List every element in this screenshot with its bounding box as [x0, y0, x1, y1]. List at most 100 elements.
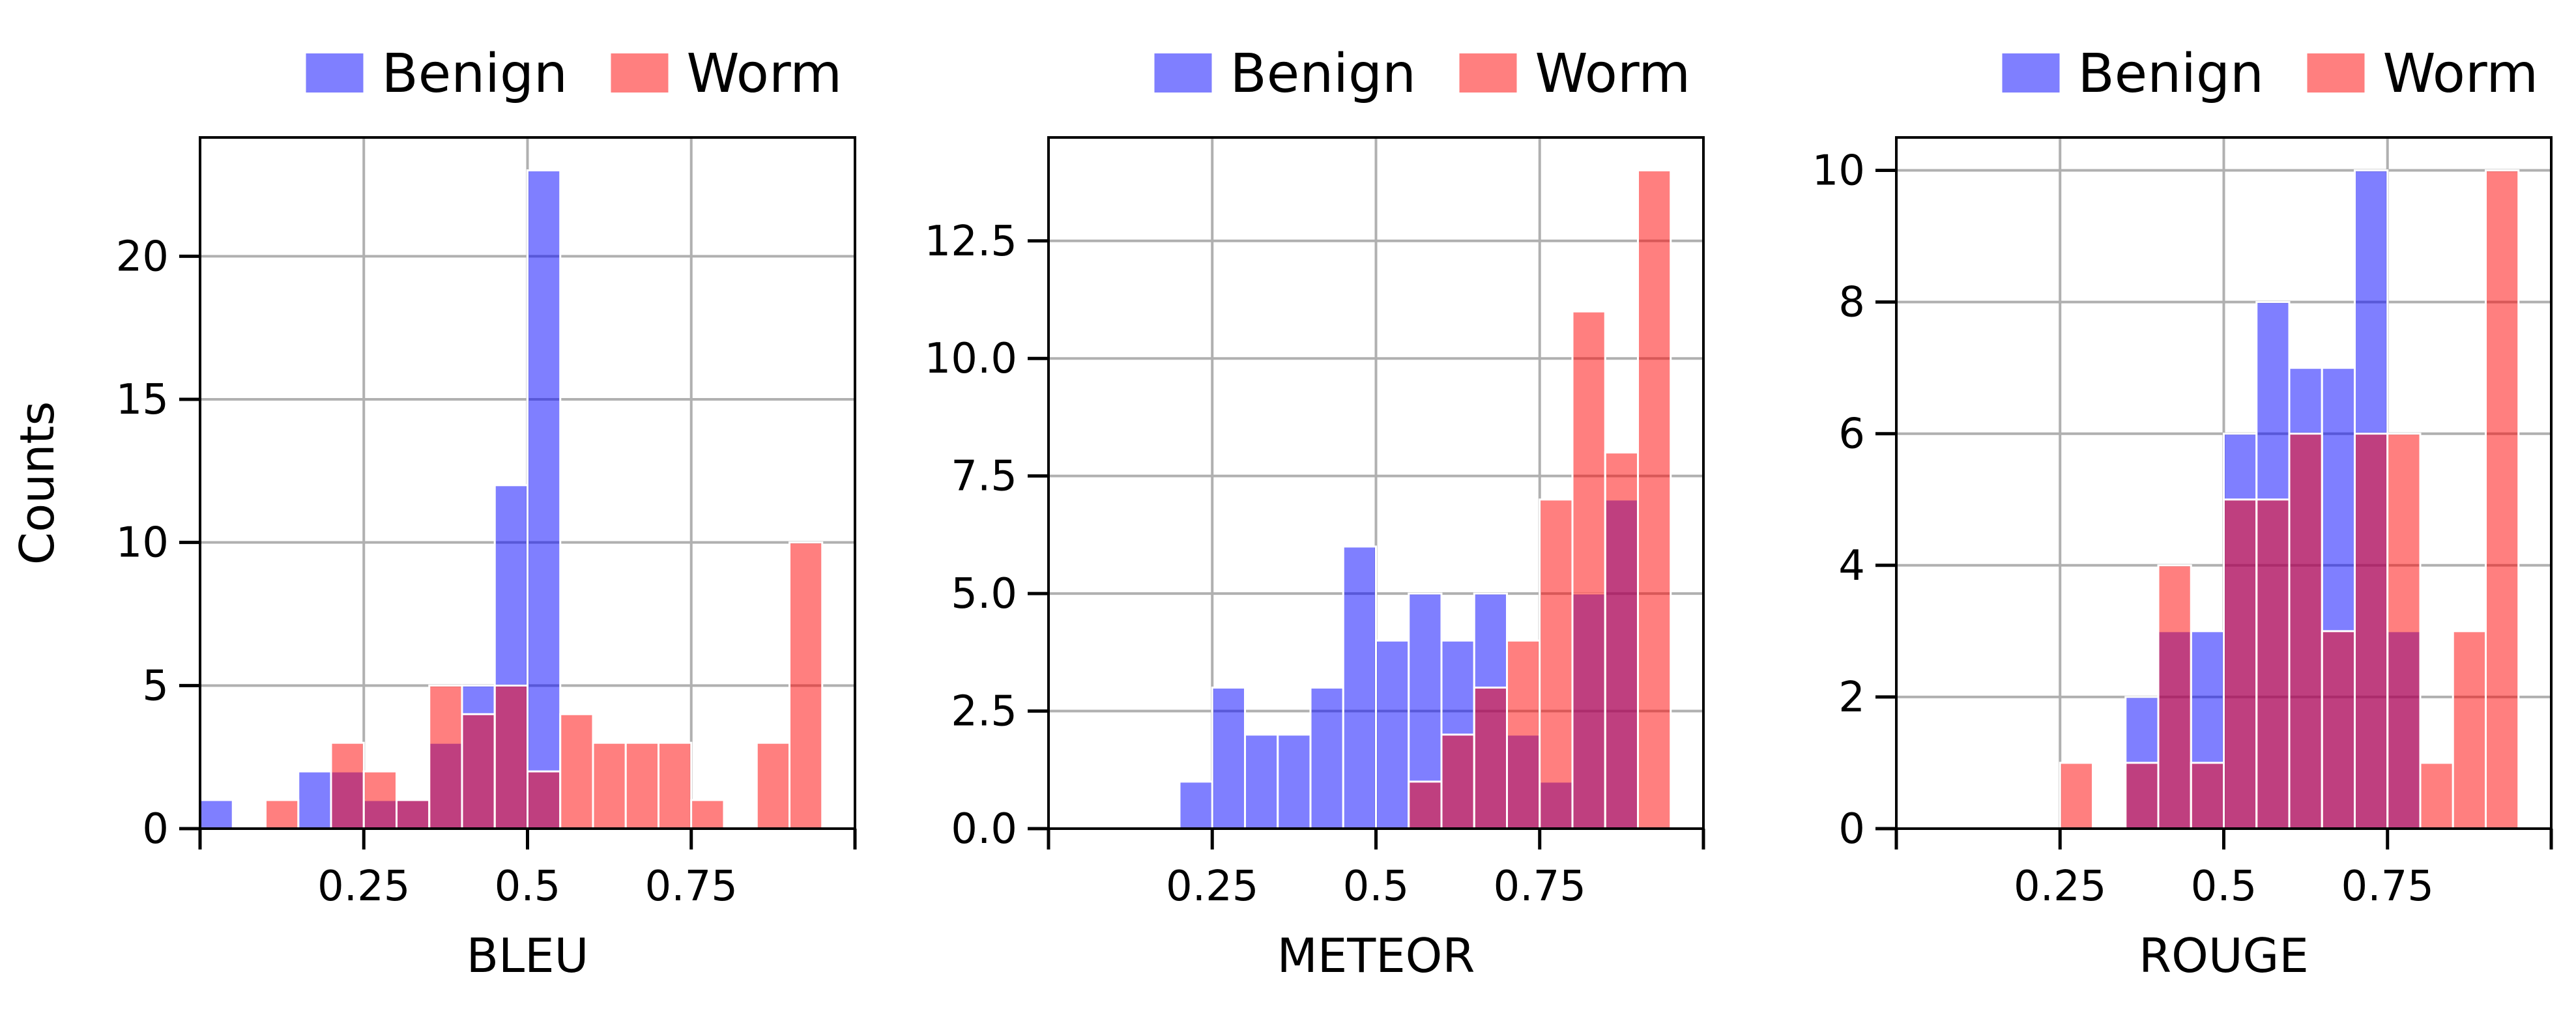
bar-worm-5 — [461, 713, 496, 830]
series-worm — [265, 541, 824, 830]
bar-worm-9 — [592, 741, 627, 830]
x-tick-label: 0.25 — [2014, 863, 2107, 911]
bar-worm-3 — [396, 799, 431, 830]
x-tick-label: 0.5 — [1343, 863, 1410, 911]
legend: Benign Worm — [2002, 43, 2539, 105]
legend-item-benign: Benign — [2002, 43, 2264, 105]
bar-benign-0 — [1178, 780, 1213, 830]
bar-benign-0 — [199, 799, 234, 830]
y-tick-label: 8 — [1838, 279, 1865, 327]
bar-worm-4 — [1539, 498, 1574, 830]
legend-label: Worm — [2383, 43, 2539, 105]
bar-benign-1 — [1211, 686, 1246, 830]
y-tick-label: 2 — [1838, 674, 1865, 722]
x-tick-label: 0.25 — [1166, 863, 1259, 911]
bar-benign-1 — [297, 770, 332, 830]
bar-worm-1 — [2124, 762, 2160, 830]
histogram-panel-meteor: 0.25 0.5 0.75 0.0 2.5 5.0 7.5 10.0 12.5 METEOR Ben… — [925, 43, 1705, 983]
bar-worm-10 — [624, 741, 659, 830]
bar-worm-11 — [658, 741, 693, 830]
y-tick-label: 12.5 — [925, 218, 1018, 266]
bar-worm-1 — [330, 741, 365, 830]
bar-worm-6 — [2288, 433, 2323, 830]
legend: Benign Worm — [306, 43, 843, 105]
bar-worm-0 — [1408, 780, 1443, 830]
bar-worm-0 — [265, 799, 300, 830]
legend-swatch — [611, 53, 669, 93]
bar-worm-3 — [1506, 639, 1541, 830]
legend-label: Benign — [1230, 43, 1416, 105]
x-tick-label: 0.25 — [317, 863, 411, 911]
bar-worm-7 — [2321, 630, 2356, 830]
legend-label: Benign — [2078, 43, 2264, 105]
y-tick-label: 10 — [116, 519, 169, 567]
y-tick-label: 0 — [1838, 805, 1865, 853]
legend-item-benign: Benign — [1154, 43, 1416, 105]
bar-worm-2 — [1473, 686, 1508, 830]
bar-benign-3 — [1277, 734, 1312, 830]
bar-worm-5 — [1571, 310, 1606, 830]
legend-label: Worm — [1535, 43, 1691, 105]
bar-worm-8 — [559, 713, 594, 830]
x-tick-label: 0.75 — [645, 863, 738, 911]
bar-worm-12 — [690, 799, 725, 830]
bar-worm-0 — [2059, 762, 2094, 830]
y-tick-label: 10.0 — [925, 335, 1018, 383]
legend-swatch — [2002, 53, 2060, 93]
x-axis-title: BLEU — [467, 928, 589, 983]
y-axis-title: Counts — [10, 401, 65, 565]
series-worm — [2059, 169, 2520, 830]
y-tick-label: 20 — [116, 233, 169, 281]
bar-worm-6 — [1604, 451, 1639, 830]
bar-benign-6 — [1375, 639, 1410, 830]
bar-worm-8 — [2354, 433, 2389, 830]
bar-benign-2 — [1244, 734, 1279, 830]
bar-worm-1 — [1440, 734, 1475, 830]
legend-swatch — [1154, 53, 1212, 93]
bar-worm-11 — [2452, 630, 2487, 830]
x-tick-label: 0.75 — [2341, 863, 2435, 911]
legend-label: Benign — [382, 43, 568, 105]
bar-benign-5 — [1342, 545, 1377, 830]
bar-worm-2 — [362, 770, 398, 830]
legend-item-worm: Worm — [1459, 43, 1691, 105]
y-tick-label: 7.5 — [951, 453, 1017, 501]
bar-worm-13 — [755, 741, 790, 830]
bar-benign-4 — [1309, 686, 1344, 830]
legend-item-worm: Worm — [2307, 43, 2539, 105]
x-axis-title: ROUGE — [2139, 928, 2309, 983]
y-tick-label: 10 — [1812, 147, 1865, 195]
bar-worm-12 — [2485, 169, 2520, 830]
legend-swatch — [1459, 53, 1517, 93]
x-tick-label: 0.5 — [2191, 863, 2257, 911]
bar-worm-9 — [2386, 433, 2422, 830]
bar-benign-8 — [527, 169, 562, 830]
bar-worm-14 — [789, 541, 824, 830]
bar-worm-2 — [2157, 564, 2192, 830]
legend-label: Worm — [687, 43, 843, 105]
bar-worm-7 — [527, 770, 562, 830]
bar-worm-4 — [2223, 498, 2258, 830]
legend-swatch — [306, 53, 364, 93]
y-tick-label: 5.0 — [951, 570, 1017, 618]
y-tick-label: 0 — [142, 805, 169, 853]
series-worm — [1408, 169, 1672, 830]
y-tick-label: 2.5 — [951, 688, 1017, 736]
legend-item-benign: Benign — [306, 43, 568, 105]
legend-item-worm: Worm — [611, 43, 843, 105]
histogram-panel-bleu: 0.25 0.5 0.75 0 5 10 15 20 BLEU Counts Benign Worm — [10, 43, 857, 983]
legend: Benign Worm — [1154, 43, 1691, 105]
bar-worm-5 — [2255, 498, 2291, 830]
bar-worm-3 — [2190, 762, 2225, 830]
bar-worm-6 — [493, 684, 528, 830]
legend-swatch — [2307, 53, 2365, 93]
x-tick-label: 0.75 — [1494, 863, 1587, 911]
bar-worm-7 — [1637, 169, 1672, 830]
y-tick-label: 0.0 — [951, 805, 1017, 853]
y-tick-label: 4 — [1838, 542, 1865, 590]
histogram-panel-rouge: 0.25 0.5 0.75 0 2 4 6 8 10 ROUGE Benign Worm — [1812, 43, 2553, 983]
x-tick-label: 0.5 — [495, 863, 561, 911]
x-axis-title: METEOR — [1277, 928, 1475, 983]
y-tick-label: 15 — [116, 376, 169, 424]
